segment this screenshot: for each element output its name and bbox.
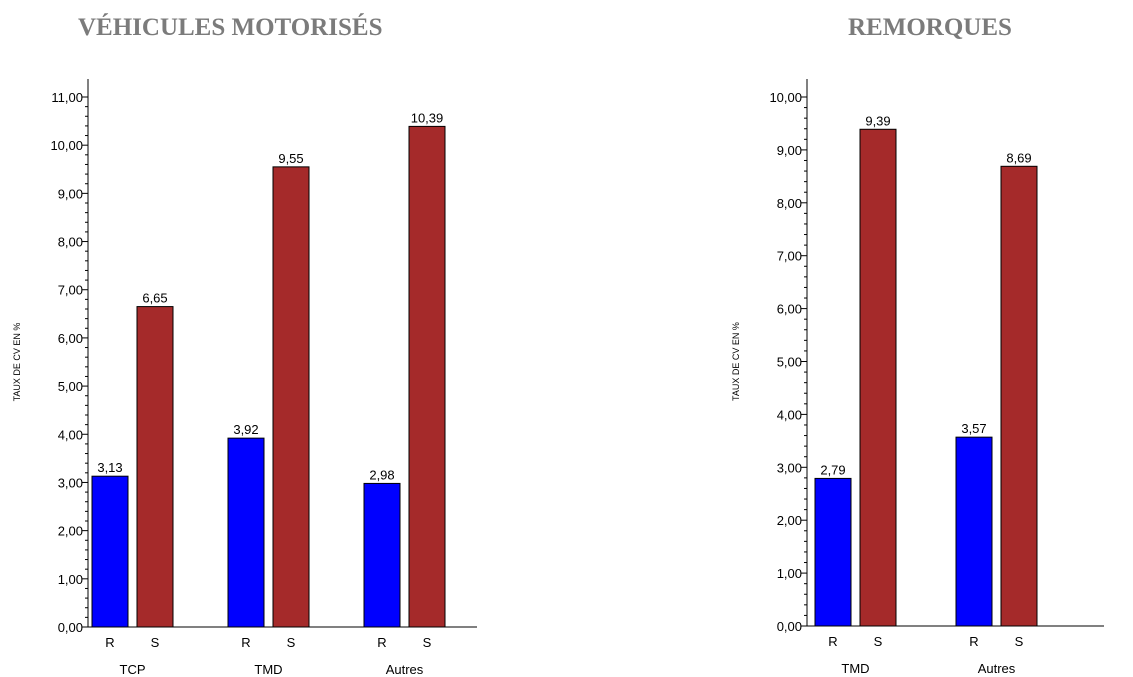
left-y-tick-label: 4,00 (58, 427, 83, 442)
left-y-tick-label: 7,00 (58, 283, 83, 298)
left-bar-value-label: 3,13 (97, 460, 122, 475)
right-y-tick-label: 10,00 (769, 90, 802, 105)
right-y-tick-label: 1,00 (777, 566, 802, 581)
right-y-tick-label: 0,00 (777, 619, 802, 634)
right-y-tick-label: 5,00 (777, 355, 802, 370)
left-category-label: S (287, 635, 296, 650)
right-bar-value-label: 9,39 (865, 113, 890, 128)
left-bar-autres-r (363, 482, 401, 628)
right-y-tick-label: 4,00 (777, 407, 802, 422)
left-bar-tcp-r (91, 475, 129, 628)
right-y-tick-label: 3,00 (777, 460, 802, 475)
left-bar-value-label: 10,39 (411, 110, 444, 125)
left-y-tick-label: 0,00 (58, 620, 83, 635)
left-y-tick-label: 8,00 (58, 235, 83, 250)
right-category-label: R (969, 634, 978, 649)
right-y-tick-label: 7,00 (777, 249, 802, 264)
left-group-label: Autres (386, 662, 424, 677)
left-bar-tcp-s (136, 306, 174, 628)
right-bar-value-label: 8,69 (1006, 150, 1031, 165)
right-y-tick-label: 2,00 (777, 513, 802, 528)
chart-title-remorques: REMORQUES (848, 14, 1012, 41)
left-bar-tmd-s (272, 166, 310, 628)
left-y-tick-label: 3,00 (58, 475, 83, 490)
right-y-tick-label: 6,00 (777, 302, 802, 317)
left-y-tick-label: 10,00 (50, 138, 83, 153)
right-group-label: TMD (841, 661, 869, 676)
left-category-label: R (105, 635, 114, 650)
right-category-label: S (1015, 634, 1024, 649)
left-y-axis-label: TAUX DE CV EN % (12, 323, 22, 402)
right-y-tick-label: 8,00 (777, 196, 802, 211)
right-bar-autres-s (1000, 165, 1038, 627)
left-category-label: R (377, 635, 386, 650)
right-bar-value-label: 2,79 (820, 462, 845, 477)
right-bar-value-label: 3,57 (961, 421, 986, 436)
left-category-label: S (151, 635, 160, 650)
left-y-tick-label: 11,00 (51, 90, 83, 105)
left-bar-value-label: 2,98 (369, 467, 394, 482)
right-bar-tmd-r (814, 477, 852, 627)
left-y-tick-label: 6,00 (58, 331, 83, 346)
right-group-label: Autres (978, 661, 1016, 676)
right-bar-autres-r (955, 436, 993, 627)
left-bar-value-label: 6,65 (142, 291, 167, 306)
left-y-tick-label: 5,00 (58, 379, 83, 394)
left-y-tick-label: 1,00 (58, 572, 83, 587)
left-category-label: S (423, 635, 432, 650)
left-y-tick-label: 2,00 (58, 524, 83, 539)
chart-title-vehicules: VÉHICULES MOTORISÉS (78, 14, 383, 41)
left-bar-value-label: 3,92 (233, 422, 258, 437)
left-bar-tmd-r (227, 437, 265, 628)
right-bar-tmd-s (859, 128, 897, 627)
right-category-label: R (828, 634, 837, 649)
left-category-label: R (241, 635, 250, 650)
left-bar-value-label: 9,55 (278, 151, 303, 166)
right-category-label: S (874, 634, 883, 649)
left-group-label: TMD (254, 662, 282, 677)
right-y-axis-label: TAUX DE CV EN % (731, 322, 741, 401)
left-y-tick-label: 9,00 (58, 186, 83, 201)
right-y-tick-label: 9,00 (777, 143, 802, 158)
left-bar-autres-s (408, 125, 446, 628)
left-group-label: TCP (120, 662, 146, 677)
